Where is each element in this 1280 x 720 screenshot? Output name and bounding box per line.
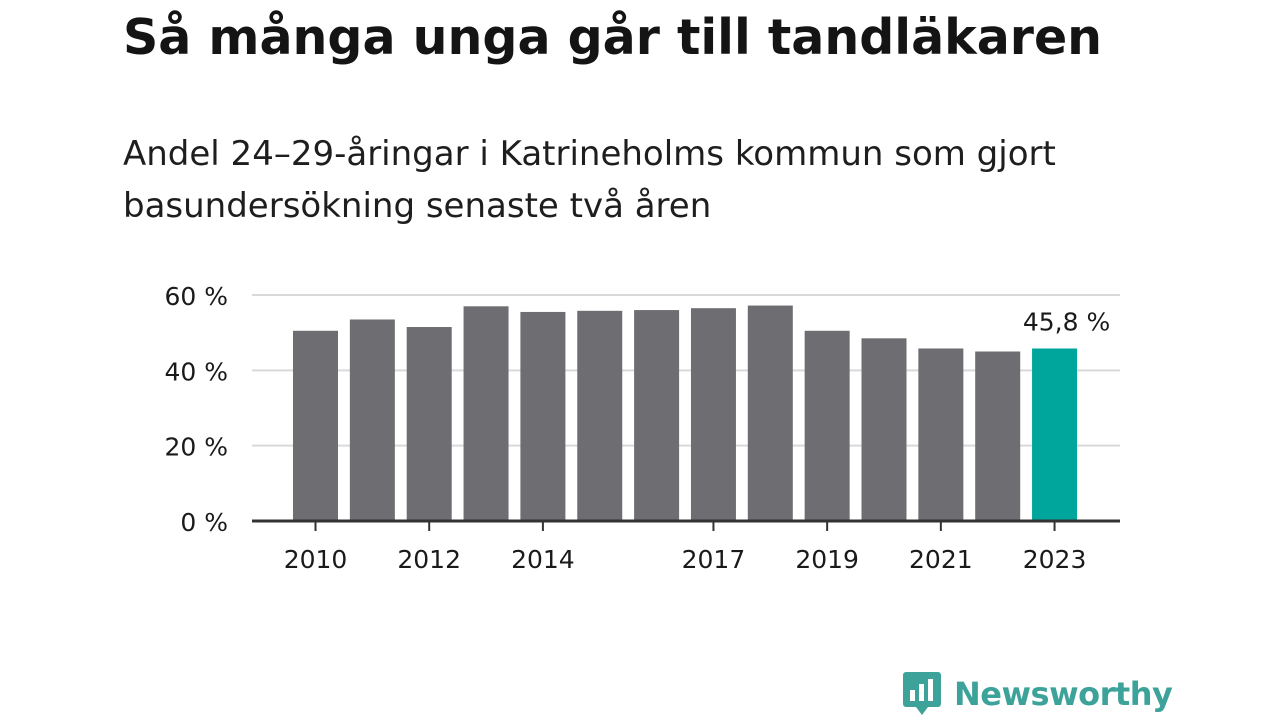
- x-tick-label: 2019: [795, 545, 859, 574]
- bar-2021: [918, 348, 964, 521]
- bar-2013: [463, 306, 509, 521]
- bar-2010: [293, 330, 338, 521]
- x-tick-label: 2010: [284, 545, 348, 574]
- y-tick-label: 20 %: [164, 433, 228, 462]
- y-tick-label: 40 %: [164, 357, 228, 386]
- brand-logo: Newsworthy: [902, 670, 1173, 718]
- y-tick-label: 60 %: [164, 282, 228, 311]
- bar-2022: [975, 351, 1021, 521]
- bars: [293, 305, 1078, 521]
- bar-2011: [349, 319, 395, 521]
- bar-2012: [406, 327, 452, 521]
- newsworthy-logo-icon: [903, 672, 941, 715]
- chart-title: Så många unga går till tandläkaren: [123, 9, 1103, 66]
- x-tick-label: 2017: [682, 545, 746, 574]
- x-tick-label: 2012: [397, 545, 461, 574]
- chart-subtitle: Andel 24–29-åringar i Katrineholms kommu…: [123, 134, 1056, 226]
- x-tick-label: 2021: [909, 545, 973, 574]
- bar-2014: [520, 311, 566, 521]
- y-tick-label: 0 %: [180, 508, 228, 537]
- bar-2016: [634, 310, 680, 521]
- bar-2020: [861, 338, 907, 521]
- highlight-data-label: 45,8 %: [1023, 307, 1110, 336]
- bar-2023: [1032, 348, 1078, 521]
- bar-2017: [690, 308, 736, 521]
- axes: [252, 519, 1120, 531]
- labels: 0 % 20 % 40 % 60 % 45,8 % 2010 2012 2014 2017 201…: [164, 282, 1110, 574]
- x-tick-label: 2023: [1023, 545, 1087, 574]
- bar-2015: [577, 310, 623, 521]
- bar-2019: [804, 330, 850, 521]
- bar-2018: [747, 305, 793, 521]
- brand-name: Newsworthy: [954, 675, 1173, 713]
- x-tick-label: 2014: [511, 545, 575, 574]
